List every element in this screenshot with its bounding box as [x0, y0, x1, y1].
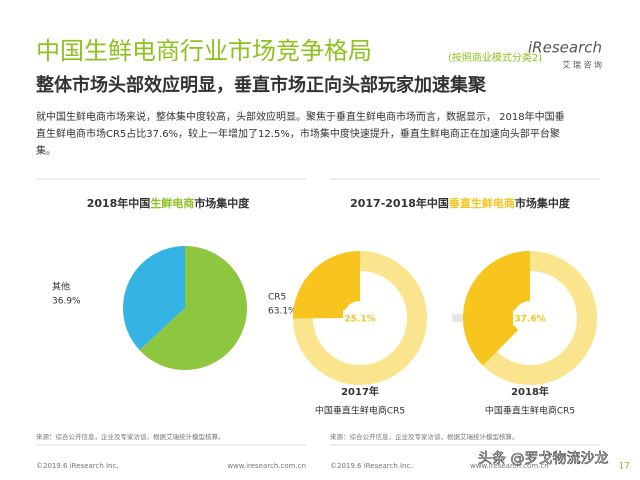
title-note: (按照商业模式分类2): [448, 51, 542, 64]
source: 来源：综合公开信息，企业及专家访谈，根据艾瑞统计模型核算。: [330, 432, 519, 441]
divider: [330, 178, 600, 180]
pie-slice: [122, 245, 185, 351]
label-bg: [343, 310, 377, 326]
url: www.iresearch.com.cn: [470, 462, 549, 470]
panel-title: 2017-2018年中国垂直生鲜电商市场集中度: [350, 196, 571, 210]
pie-value-label: 63.1%: [268, 307, 297, 317]
pie-slice: [139, 246, 247, 370]
divider: [36, 178, 306, 180]
body-line: 就中国生鲜电商市场来说，整体集中度较高，头部效应明显。聚焦于垂直生鲜电商市场而言…: [36, 110, 565, 123]
donut-subtitle: 中国垂直生鲜电商CR5: [315, 405, 405, 417]
pie-label: 其他: [52, 281, 70, 293]
title-part: 垂直生鲜电商: [449, 196, 515, 210]
body-line: 直生鲜电商市场CR5占比37.6%，较上一年增加了12.5%，市场集中度快速提升…: [36, 127, 560, 140]
copyright: ©2019.6 iResearch Inc.: [330, 462, 413, 470]
pie-label: CR5: [268, 293, 286, 303]
donut-value-label: 37.6%: [514, 315, 545, 325]
donut-subtitle: 中国垂直生鲜电商CR5: [485, 405, 575, 417]
subtitle: 整体市场头部效应明显，垂直市场正向头部玩家加速集聚: [35, 74, 487, 96]
logo-cn: 艾 瑞 咨 询: [562, 60, 602, 70]
title-part: 2017-2018年中国: [350, 196, 449, 210]
title-part: 2018年中国: [87, 196, 151, 210]
logo: iResearch: [528, 39, 602, 57]
pie-value-label: 36.9%: [52, 297, 81, 307]
title-part: 生鲜电商: [150, 196, 194, 210]
donut-value-label: 25.1%: [344, 315, 375, 325]
donut-title: 2017年: [341, 385, 379, 398]
body-line: 集。: [36, 144, 56, 157]
title: 中国生鲜电商行业市场竞争格局: [36, 37, 372, 65]
label-bg: [513, 310, 547, 326]
donut-segment: [293, 251, 360, 319]
title-part: 市场集中度: [515, 196, 571, 210]
page-number: 17: [619, 462, 630, 472]
pie-title: 2018年中国生鲜电商市场集中度: [87, 196, 251, 210]
donut-segment: [462, 251, 530, 366]
donut-title: 2018年: [511, 385, 549, 398]
source: 来源：综合公开信息，企业及专家访谈，根据艾瑞统计模型核算。: [36, 432, 225, 441]
url: www.iresearch.com.cn: [227, 462, 306, 470]
watermark: 头条 @罗戈物流沙龙: [478, 450, 608, 467]
title-part: 市场集中度: [194, 196, 250, 210]
copyright: ©2019.6 iResearch Inc.: [36, 462, 119, 470]
